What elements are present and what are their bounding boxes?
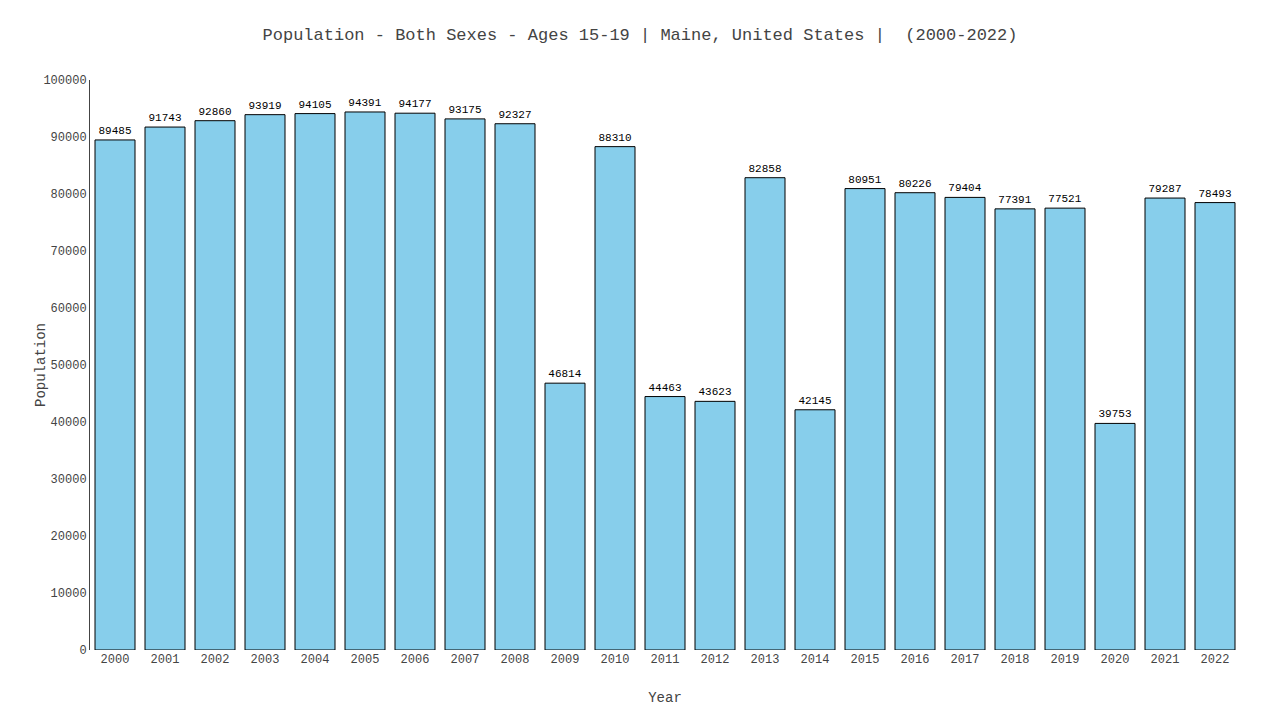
- svg-text:2003: 2003: [251, 653, 280, 667]
- svg-text:77391: 77391: [998, 194, 1031, 206]
- svg-text:82858: 82858: [748, 163, 781, 175]
- svg-text:0: 0: [79, 644, 86, 658]
- svg-text:78493: 78493: [1198, 188, 1231, 200]
- svg-text:2010: 2010: [601, 653, 630, 667]
- svg-text:79404: 79404: [948, 182, 981, 194]
- svg-text:20000: 20000: [51, 530, 87, 544]
- svg-text:2022: 2022: [1201, 653, 1230, 667]
- svg-text:80226: 80226: [898, 178, 931, 190]
- svg-text:88310: 88310: [598, 132, 631, 144]
- svg-text:2009: 2009: [551, 653, 580, 667]
- svg-text:2015: 2015: [851, 653, 880, 667]
- svg-text:2000: 2000: [101, 653, 130, 667]
- svg-text:2016: 2016: [901, 653, 930, 667]
- svg-text:91743: 91743: [148, 112, 181, 124]
- svg-text:2021: 2021: [1151, 653, 1180, 667]
- svg-text:2020: 2020: [1101, 653, 1130, 667]
- svg-text:77521: 77521: [1048, 193, 1081, 205]
- svg-text:2013: 2013: [751, 653, 780, 667]
- svg-text:100000: 100000: [43, 74, 86, 88]
- svg-text:2018: 2018: [1001, 653, 1030, 667]
- svg-text:93919: 93919: [248, 100, 281, 112]
- svg-text:2011: 2011: [651, 653, 680, 667]
- svg-text:60000: 60000: [51, 302, 87, 316]
- svg-text:94177: 94177: [398, 98, 431, 110]
- svg-text:42145: 42145: [798, 395, 831, 407]
- svg-text:70000: 70000: [51, 245, 87, 259]
- svg-text:2004: 2004: [301, 653, 330, 667]
- svg-text:94391: 94391: [348, 97, 381, 109]
- svg-text:80000: 80000: [51, 188, 87, 202]
- svg-text:2014: 2014: [801, 653, 830, 667]
- svg-text:2017: 2017: [951, 653, 980, 667]
- svg-text:92327: 92327: [498, 109, 531, 121]
- svg-text:79287: 79287: [1148, 183, 1181, 195]
- svg-text:2012: 2012: [701, 653, 730, 667]
- svg-text:Population - Both Sexes - Ages: Population - Both Sexes - Ages 15-19 | M…: [263, 26, 1018, 45]
- svg-text:89485: 89485: [98, 125, 131, 137]
- svg-text:46814: 46814: [548, 368, 581, 380]
- svg-text:50000: 50000: [51, 359, 87, 373]
- svg-text:92860: 92860: [198, 106, 231, 118]
- svg-text:2001: 2001: [151, 653, 180, 667]
- svg-text:10000: 10000: [51, 587, 87, 601]
- svg-text:2019: 2019: [1051, 653, 1080, 667]
- svg-text:80951: 80951: [848, 174, 881, 186]
- svg-text:30000: 30000: [51, 473, 87, 487]
- svg-text:2006: 2006: [401, 653, 430, 667]
- svg-text:2002: 2002: [201, 653, 230, 667]
- svg-text:Year: Year: [648, 690, 682, 706]
- svg-text:40000: 40000: [51, 416, 87, 430]
- svg-text:39753: 39753: [1098, 408, 1131, 420]
- svg-text:90000: 90000: [51, 131, 87, 145]
- svg-text:Population: Population: [33, 323, 49, 407]
- svg-text:2008: 2008: [501, 653, 530, 667]
- svg-text:2005: 2005: [351, 653, 380, 667]
- svg-text:2007: 2007: [451, 653, 480, 667]
- svg-text:94105: 94105: [298, 99, 331, 111]
- svg-text:93175: 93175: [448, 104, 481, 116]
- svg-text:44463: 44463: [648, 382, 681, 394]
- svg-text:43623: 43623: [698, 386, 731, 398]
